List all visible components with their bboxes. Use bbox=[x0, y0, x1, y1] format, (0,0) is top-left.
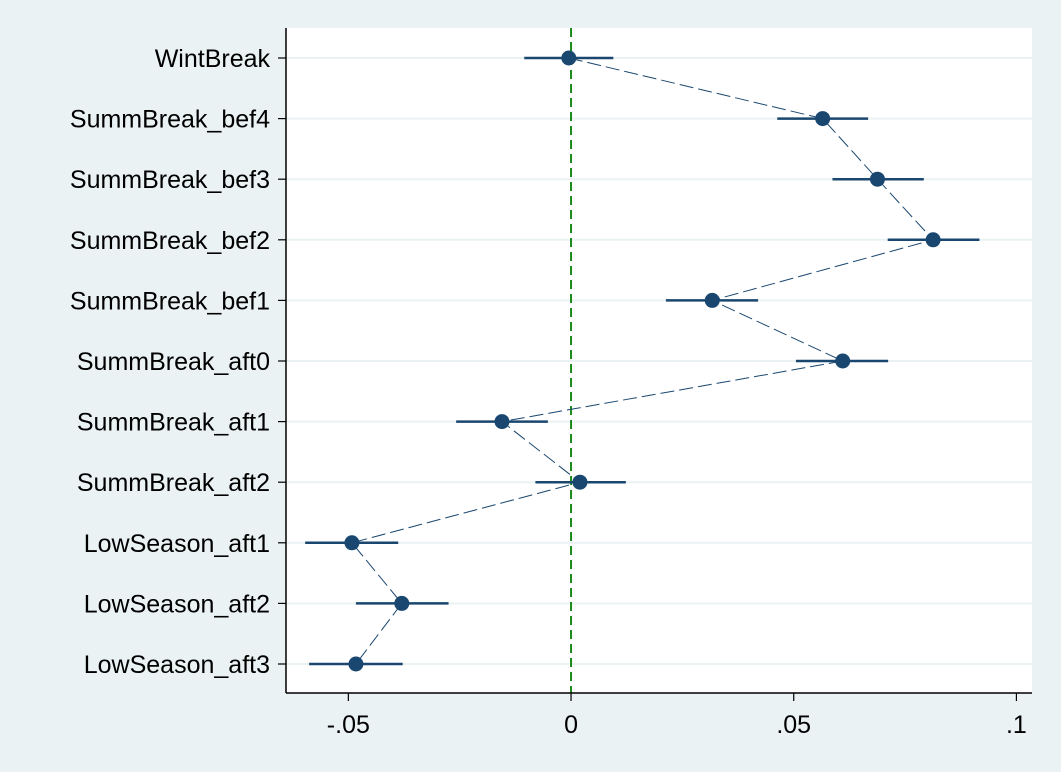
point-marker bbox=[394, 595, 410, 611]
y-tick-labels: WintBreak SummBreak_bef4 SummBreak_bef3 Sum… bbox=[70, 45, 271, 679]
point-marker bbox=[561, 50, 577, 66]
point-marker bbox=[835, 353, 851, 369]
y-tick-label: SummBreak_aft2 bbox=[77, 469, 270, 497]
x-ticks: -.05 0 .05 .1 bbox=[327, 693, 1027, 739]
point-marker bbox=[348, 656, 364, 672]
y-tick-label: WintBreak bbox=[155, 45, 271, 73]
x-tick-label: .05 bbox=[776, 711, 811, 739]
y-tick-label: SummBreak_bef2 bbox=[70, 227, 270, 255]
y-tick-label: LowSeason_aft2 bbox=[84, 590, 270, 618]
point-marker bbox=[925, 232, 941, 248]
connector-line bbox=[351, 57, 935, 665]
point-marker bbox=[572, 474, 588, 490]
x-tick-label: .1 bbox=[1006, 711, 1027, 739]
x-tick-label: 0 bbox=[564, 711, 578, 739]
y-tick-label: SummBreak_bef4 bbox=[70, 106, 270, 134]
y-tick-label: SummBreak_aft1 bbox=[77, 409, 270, 437]
y-tick-label: SummBreak_bef1 bbox=[70, 287, 270, 315]
point-estimates bbox=[344, 50, 941, 672]
point-marker bbox=[494, 414, 510, 430]
gridlines bbox=[286, 57, 1032, 665]
point-marker bbox=[344, 535, 360, 551]
point-marker bbox=[704, 292, 720, 308]
connector-group bbox=[351, 57, 935, 665]
y-tick-label: SummBreak_bef3 bbox=[70, 166, 270, 194]
x-tick-label: -.05 bbox=[327, 711, 370, 739]
y-tick-label: LowSeason_aft1 bbox=[84, 530, 270, 558]
point-marker bbox=[815, 111, 831, 127]
axes bbox=[278, 28, 1032, 694]
point-marker bbox=[869, 171, 885, 187]
y-tick-label: SummBreak_aft0 bbox=[77, 348, 270, 376]
y-tick-label: LowSeason_aft3 bbox=[84, 651, 270, 679]
